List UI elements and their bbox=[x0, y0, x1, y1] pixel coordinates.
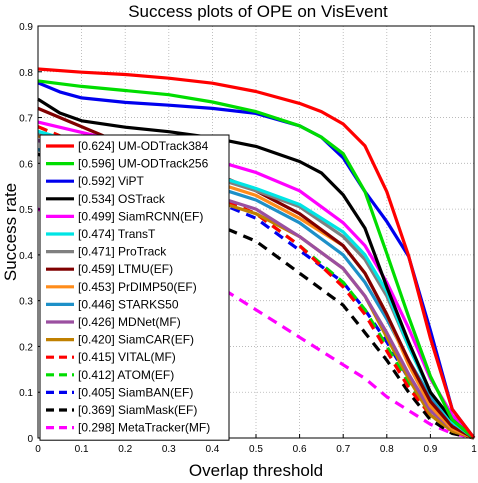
legend-entry: [0.471] ProTrack bbox=[78, 245, 167, 259]
chart-title: Success plots of OPE on VisEvent bbox=[128, 2, 388, 21]
y-tick-label: 0.3 bbox=[19, 297, 33, 308]
y-tick-label: 0.4 bbox=[19, 251, 33, 262]
y-tick-label: 0.6 bbox=[19, 159, 33, 170]
legend-entry: [0.412] ATOM(EF) bbox=[78, 368, 174, 382]
legend-entry: [0.534] OSTrack bbox=[78, 192, 166, 206]
x-tick-label: 0.5 bbox=[249, 444, 263, 455]
x-tick-label: 0.4 bbox=[205, 444, 219, 455]
series-line-ostrack bbox=[37, 97, 476, 440]
x-tick-label: 0.3 bbox=[162, 444, 176, 455]
y-axis-label: Success rate bbox=[1, 183, 20, 281]
x-tick-label: 0.1 bbox=[75, 444, 89, 455]
y-tick-label: 0.9 bbox=[19, 22, 33, 33]
legend-entry: [0.420] SiamCAR(EF) bbox=[78, 333, 194, 347]
legend: [0.624] UM-ODTrack384 [0.596] UM-ODTrack2… bbox=[39, 134, 230, 441]
series-line-um-odtrack256 bbox=[37, 79, 476, 440]
y-tick-label: 0.1 bbox=[19, 388, 33, 399]
x-axis-ticks: 0 0.1 0.2 0.3 0.4 0.5 0.6 0.7 0.8 0.9 1 bbox=[35, 434, 477, 455]
legend-entry: [0.453] PrDIMP50(EF) bbox=[78, 280, 197, 294]
legend-entry: [0.426] MDNet(MF) bbox=[78, 315, 181, 329]
x-tick-label: 0.6 bbox=[293, 444, 307, 455]
x-tick-label: 0.7 bbox=[336, 444, 350, 455]
series-line-um-odtrack384 bbox=[37, 67, 476, 439]
x-tick-label: 0.9 bbox=[423, 444, 437, 455]
legend-entry: [0.459] LTMU(EF) bbox=[78, 262, 173, 276]
legend-entry: [0.415] VITAL(MF) bbox=[78, 350, 176, 364]
legend-entry: [0.405] SiamBAN(EF) bbox=[78, 385, 193, 399]
x-axis-label: Overlap threshold bbox=[189, 461, 323, 480]
x-tick-label: 0 bbox=[35, 444, 41, 455]
y-tick-label: 0.8 bbox=[19, 68, 33, 79]
legend-entry: [0.624] UM-ODTrack384 bbox=[78, 139, 209, 153]
y-tick-label: 0.2 bbox=[19, 342, 33, 353]
legend-entry: [0.474] TransT bbox=[78, 227, 156, 241]
y-tick-label: 0.5 bbox=[19, 205, 33, 216]
legend-entry: [0.298] MetaTracker(MF) bbox=[78, 421, 210, 435]
y-axis-ticks: 0 0.1 0.2 0.3 0.4 0.5 0.6 0.7 0.8 0.9 bbox=[19, 22, 42, 445]
y-tick-label: 0 bbox=[27, 434, 33, 445]
legend-entry: [0.499] SiamRCNN(EF) bbox=[78, 209, 203, 223]
x-tick-label: 1 bbox=[471, 444, 477, 455]
legend-entry: [0.369] SiamMask(EF) bbox=[78, 403, 197, 417]
x-tick-label: 0.8 bbox=[380, 444, 394, 455]
legend-entry: [0.596] UM-ODTrack256 bbox=[78, 157, 209, 171]
x-tick-label: 0.2 bbox=[118, 444, 132, 455]
y-tick-label: 0.7 bbox=[19, 114, 33, 125]
legend-entry: [0.446] STARKS50 bbox=[78, 297, 179, 311]
legend-entry: [0.592] ViPT bbox=[78, 174, 144, 188]
